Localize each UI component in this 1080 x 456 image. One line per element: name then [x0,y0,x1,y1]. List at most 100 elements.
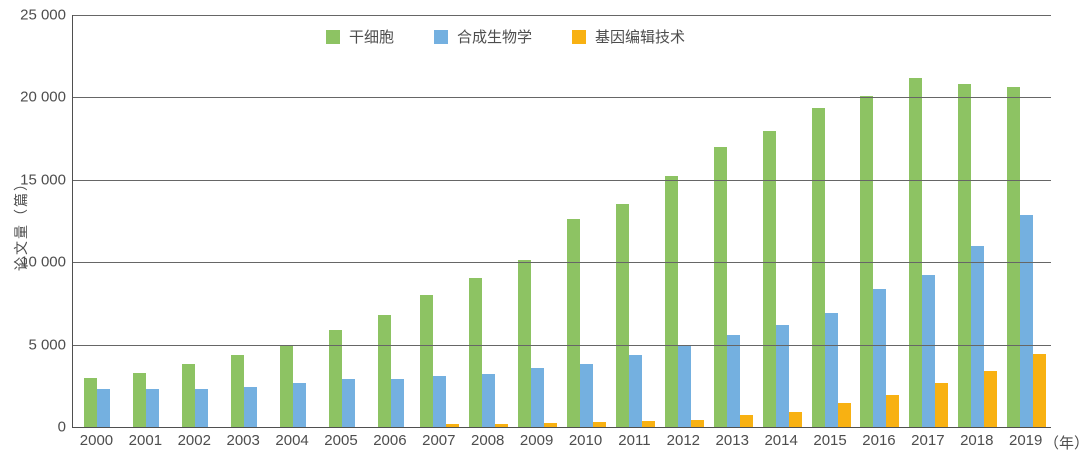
bar-group-2005 [318,15,367,427]
bar-group-2012 [660,15,709,427]
y-tick-label: 0 [57,418,66,436]
gridline [73,97,1051,99]
x-tick-label: 2003 [226,432,260,449]
bar-synthetic-biology [628,355,642,427]
bar-stem-cell [231,355,245,427]
bar-stem-cell [811,108,825,427]
bar-group-2018 [953,15,1002,427]
legend-label: 基因编辑技术 [595,29,686,46]
bar-stem-cell [133,373,147,427]
bar-group-2019 [1002,15,1051,427]
bar-synthetic-biology [97,389,111,427]
gridline [73,262,1051,264]
legend-item-synthetic-biology: 合成生物学 [434,26,532,47]
legend-swatch-icon [434,29,449,44]
x-axis-unit-label: （年） [1044,435,1080,452]
x-tick-label: 2017 [911,432,945,449]
bar-group-2004 [269,15,318,427]
bar-synthetic-biology [922,275,936,427]
bar-gene-editing [739,415,753,427]
x-tick-label: 2008 [471,432,505,449]
x-tick-label: 2002 [177,432,211,449]
bar-gene-editing [788,412,802,427]
bar-synthetic-biology [244,387,258,427]
bar-stem-cell [420,295,434,427]
legend-item-gene-editing: 基因编辑技术 [572,26,685,47]
x-tick-label: 2013 [715,432,749,449]
bar-stem-cell [182,364,196,427]
bar-gene-editing [935,383,949,427]
bar-group-2015 [807,15,856,427]
bar-synthetic-biology [146,389,160,427]
legend-label: 干细胞 [349,29,395,46]
bar-stem-cell [328,330,342,427]
bar-stem-cell [518,260,532,427]
x-tick-label: 2007 [422,432,456,449]
bar-group-2009 [513,15,562,427]
bar-group-2011 [611,15,660,427]
x-tick-label: 2015 [813,432,847,449]
bar-group-2002 [171,15,220,427]
x-tick-label: 2005 [324,432,358,449]
gridline [73,179,1051,181]
plot-area [72,15,1051,428]
x-tick-label: 2016 [862,432,896,449]
bar-groups [73,15,1051,427]
y-tick-label: 5 000 [28,336,66,354]
bar-gene-editing [641,421,655,427]
x-tick-label: 2019 [1008,432,1043,449]
bar-synthetic-biology [433,376,447,427]
bar-group-2000 [73,15,122,427]
bar-stem-cell [469,278,483,427]
bar-synthetic-biology [971,246,985,427]
bar-synthetic-biology [531,368,545,427]
bar-stem-cell [567,219,581,427]
x-tick-label: 2006 [373,432,407,449]
bar-synthetic-biology [873,289,887,427]
bar-synthetic-biology [677,346,691,427]
bar-stem-cell [280,345,294,427]
bar-stem-cell [958,84,972,427]
bar-stem-cell [664,176,678,427]
bar-group-2013 [709,15,758,427]
x-tick-label: 2010 [568,432,603,449]
legend-item-stem-cell: 干细胞 [326,26,394,47]
bar-stem-cell [909,78,923,427]
y-tick-label: 20 000 [20,88,66,106]
bar-stem-cell [615,204,629,427]
y-tick-label: 25 000 [20,6,66,24]
x-tick-label: 2004 [275,432,309,449]
bar-gene-editing [886,395,900,427]
bar-gene-editing [837,403,851,427]
legend-label: 合成生物学 [457,29,533,46]
gridline [73,15,1051,16]
bar-stem-cell [860,96,874,427]
y-tick-label: 10 000 [20,253,66,271]
bar-synthetic-biology [726,335,740,427]
x-tick-label: 2009 [519,432,554,449]
bar-synthetic-biology [390,379,404,427]
bar-group-2006 [366,15,415,427]
x-tick-label: 2014 [764,432,798,449]
x-tick-label: 2018 [960,432,994,449]
bar-stem-cell [377,315,391,427]
y-tick-label: 15 000 [20,171,66,189]
bar-gene-editing [984,371,998,427]
bar-gene-editing [690,420,704,427]
bar-synthetic-biology [341,379,355,427]
legend: 干细胞 合成生物学 基因编辑技术 [326,26,685,47]
x-tick-label: 2000 [79,432,114,449]
bar-group-2014 [758,15,807,427]
x-tick-label: 2011 [618,432,651,449]
bar-gene-editing [495,424,509,427]
bar-synthetic-biology [195,389,209,427]
bar-stem-cell [1007,87,1021,427]
bar-group-2010 [562,15,611,427]
bar-group-2007 [415,15,464,427]
bar-synthetic-biology [580,364,594,427]
bar-synthetic-biology [482,374,496,427]
bar-gene-editing [1033,354,1047,427]
y-axis-tick-labels: 0 5 000 10 000 15 000 20 000 25 000 [0,7,66,436]
legend-swatch-icon [572,29,587,44]
